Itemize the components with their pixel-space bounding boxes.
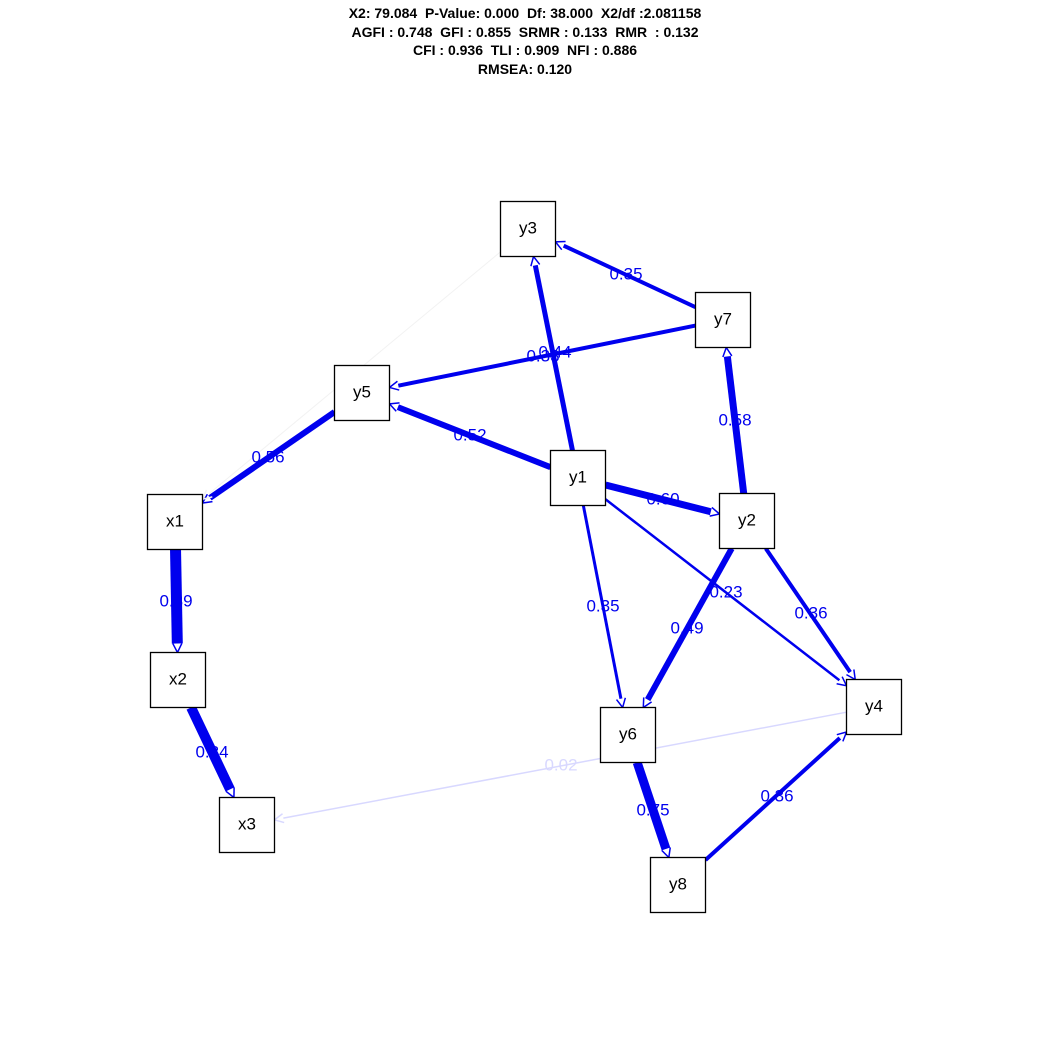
edge-line-y8-y4	[704, 736, 842, 862]
edge-label-y2-y4: 0.36	[794, 603, 827, 622]
edge-line-y6-y8	[632, 761, 671, 851]
node-box-y6	[599, 706, 657, 764]
fit-stats-line-4: RMSEA: 0.120	[477, 60, 573, 77]
node-box-y7	[694, 291, 752, 349]
edge-label-y1-y4: 0.23	[709, 582, 742, 601]
edge-line-y1-y6	[581, 505, 623, 699]
node-label-x2: x2	[169, 669, 187, 688]
node-box-y2	[718, 492, 776, 550]
node-y8: y8	[649, 856, 707, 914]
fit-stats-line-2: AGFI : 0.748 GFI : 0.855 SRMR : 0.133 RM…	[351, 23, 699, 40]
edge-label-y7-y5: 0.33	[526, 346, 559, 365]
node-label-y6: y6	[619, 724, 637, 743]
edge-line-y2-y7	[723, 356, 748, 494]
node-y6: y6	[599, 706, 657, 764]
arrowhead-icon	[272, 813, 285, 824]
edge-label-y1-y3: 0.44	[538, 342, 571, 361]
node-box-y3	[499, 200, 557, 258]
node-label-y8: y8	[669, 874, 687, 893]
edge-line-y1-y2	[604, 481, 712, 516]
node-label-x3: x3	[238, 814, 256, 833]
node-y5: y5	[333, 364, 391, 422]
edge-label-y1-y5: 0.52	[453, 425, 486, 444]
arrowhead-icon	[387, 380, 400, 391]
edge-line-y2-y6	[645, 547, 735, 702]
node-y7: y7	[694, 291, 752, 349]
node-x1: x1	[146, 493, 204, 551]
edge-label-y1-y6: 0.35	[586, 596, 619, 615]
edge-label-y6-y8: 0.75	[636, 800, 669, 819]
node-box-y5	[333, 364, 391, 422]
edges-layer	[170, 240, 857, 862]
fit-statistics-header: X2: 79.084 P-Value: 0.000 Df: 38.000 X2/…	[0, 4, 1050, 78]
arrowhead-icon	[530, 254, 541, 267]
fit-stats-line-3: CFI : 0.936 TLI : 0.909 NFI : 0.886	[412, 42, 638, 58]
node-box-x2	[149, 651, 207, 709]
node-x2: x2	[149, 651, 207, 709]
edge-line-y2-y4	[764, 547, 852, 674]
node-y2: y2	[718, 492, 776, 550]
node-label-y4: y4	[865, 696, 883, 715]
edge-label-y4-x3: 0.02	[544, 755, 577, 774]
edge-labels-layer: 0.35 0.330.44 0.52 0.56 0.58 0.60 0.89 0.84 0.35…	[159, 264, 827, 819]
node-box-y1	[549, 449, 607, 507]
arrowhead-icon	[722, 345, 733, 358]
edge-line-y1-y3	[532, 264, 575, 451]
edge-label-y1-y2: 0.60	[646, 489, 679, 508]
edge-label-x2-x3: 0.84	[195, 742, 228, 761]
edge-label-y7-y3: 0.35	[609, 264, 642, 283]
edge-line-y7-y3	[562, 243, 697, 309]
node-x3: x3	[218, 796, 276, 854]
node-label-y5: y5	[353, 382, 371, 401]
node-y1: y1	[549, 449, 607, 507]
node-label-y3: y3	[519, 218, 537, 237]
node-box-y4	[845, 678, 903, 736]
arrowhead-icon	[172, 643, 183, 655]
arrowhead-icon	[615, 697, 627, 710]
fit-stats-line-1: X2: 79.084 P-Value: 0.000 Df: 38.000 X2/…	[348, 5, 702, 21]
node-y3: y3	[499, 200, 557, 258]
edge-line-y1-y4	[604, 498, 841, 682]
edge-label-y2-y6: 0.49	[670, 618, 703, 637]
edge-label-y5-x1: 0.56	[251, 447, 284, 466]
edge-line-y1-y5	[396, 404, 552, 470]
edge-label-y8-y4: 0.36	[760, 786, 793, 805]
edge-line-x2-x3	[186, 705, 235, 792]
node-label-y7: y7	[714, 309, 732, 328]
node-box-x1	[146, 493, 204, 551]
edge-label-x1-x2: 0.89	[159, 591, 192, 610]
node-label-y2: y2	[738, 510, 756, 529]
edge-line-y4-x3	[283, 711, 847, 819]
edge-line-y5-x1	[208, 409, 337, 501]
node-y4: y4	[845, 678, 903, 736]
edge-line-y7-y5	[397, 323, 696, 388]
node-box-x3	[218, 796, 276, 854]
nodes-layer: y3 y7 y5 y1 y2 x1 x2 x3 y4 y6 y8	[146, 200, 903, 914]
node-label-y1: y1	[569, 467, 587, 486]
node-box-y8	[649, 856, 707, 914]
node-label-x1: x1	[166, 511, 184, 530]
edge-line-x1-x2	[170, 549, 183, 644]
edge-label-y2-y7: 0.58	[718, 410, 751, 429]
